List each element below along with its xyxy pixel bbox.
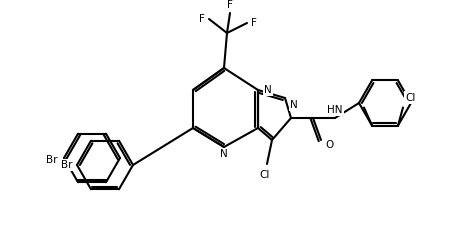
Text: F: F	[199, 14, 205, 24]
Text: N: N	[220, 149, 228, 159]
Text: N: N	[264, 85, 272, 95]
Text: Br: Br	[62, 160, 73, 170]
Text: F: F	[251, 18, 257, 28]
Text: O: O	[325, 140, 333, 150]
Text: Br: Br	[46, 155, 58, 165]
Text: N: N	[290, 100, 298, 110]
Text: HN: HN	[327, 105, 343, 115]
Text: Cl: Cl	[260, 170, 270, 180]
Text: Cl: Cl	[405, 93, 415, 103]
Text: F: F	[227, 0, 233, 10]
